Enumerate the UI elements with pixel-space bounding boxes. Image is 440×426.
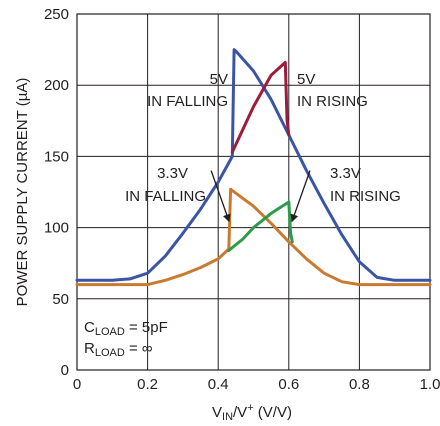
rload-label: RLOAD = ∞	[84, 340, 153, 359]
y-tick-label-0: 0	[61, 362, 69, 379]
annotation-3v3-rising-line1: 3.3V	[330, 165, 361, 182]
y-tick-label-3: 150	[44, 148, 69, 165]
y-tick-label-4: 200	[44, 77, 69, 94]
annotation-5v-rising-line1: 5V	[297, 71, 315, 88]
x-tick-label-2: 0.4	[208, 376, 229, 393]
y-tick-label-2: 100	[44, 220, 69, 237]
grid	[76, 13, 431, 371]
x-tick-label-0: 0	[73, 376, 81, 393]
series-line-1	[230, 60, 291, 154]
series-line-3	[227, 200, 294, 252]
x-tick-label-3: 0.6	[278, 376, 299, 393]
series-lines	[75, 48, 432, 287]
annotation-3v3-falling-line2: IN FALLING	[125, 188, 206, 205]
series-line-0	[75, 48, 432, 282]
annotation-5v-rising-line2: IN RISING	[297, 93, 368, 110]
series-line-2	[75, 187, 432, 287]
annotation-arrow-1	[290, 170, 311, 223]
annotation-3v3-rising-line2: IN RISING	[330, 188, 401, 205]
x-axis-title: VIN/V+ (V/V)	[212, 402, 292, 423]
annotation-5v-falling-line1: 5V	[210, 71, 228, 88]
tick-labels: 0 0.2 0.4 0.6 0.8 1.0 0 50 100 150 200 250	[44, 6, 440, 393]
y-tick-label-5: 250	[44, 6, 69, 23]
annotation-arrows	[210, 170, 311, 223]
x-tick-label-5: 1.0	[420, 376, 440, 393]
x-tick-label-4: 0.8	[349, 376, 370, 393]
annotation-arrow-0	[210, 170, 231, 223]
cload-label: CLOAD = 5pF	[84, 319, 168, 338]
annotation-3v3-falling-line1: 3.3V	[157, 165, 188, 182]
annotation-5v-falling-line2: IN FALLING	[147, 93, 228, 110]
x-tick-label-1: 0.2	[137, 376, 158, 393]
y-tick-label-1: 50	[52, 291, 69, 308]
y-axis-title: POWER SUPPLY CURRENT (µA)	[14, 78, 31, 307]
plot-frame	[76, 13, 431, 371]
